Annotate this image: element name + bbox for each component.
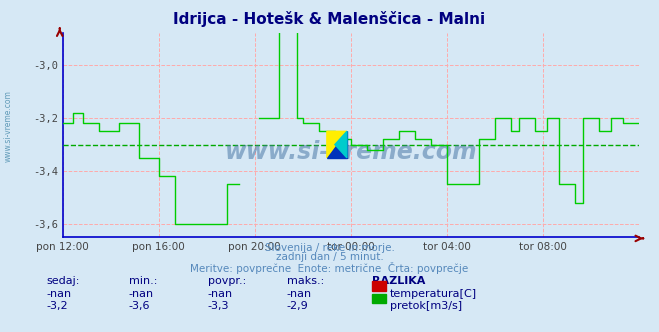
Text: min.:: min.: (129, 276, 157, 286)
Text: Meritve: povprečne  Enote: metrične  Črta: povprečje: Meritve: povprečne Enote: metrične Črta:… (190, 262, 469, 274)
Text: povpr.:: povpr.: (208, 276, 246, 286)
Text: www.si-vreme.com: www.si-vreme.com (225, 140, 477, 164)
Text: zadnji dan / 5 minut.: zadnji dan / 5 minut. (275, 252, 384, 262)
Text: temperatura[C]: temperatura[C] (390, 289, 477, 299)
Text: -nan: -nan (46, 289, 71, 299)
Text: -3,6: -3,6 (129, 301, 150, 311)
Polygon shape (327, 131, 347, 158)
Polygon shape (335, 131, 347, 158)
Text: maks.:: maks.: (287, 276, 324, 286)
Text: -nan: -nan (208, 289, 233, 299)
Text: www.si-vreme.com: www.si-vreme.com (4, 90, 13, 162)
Text: Idrijca - Hotešk & Malenščica - Malni: Idrijca - Hotešk & Malenščica - Malni (173, 11, 486, 27)
Text: -3,2: -3,2 (46, 301, 68, 311)
Text: -2,9: -2,9 (287, 301, 308, 311)
Text: -3,3: -3,3 (208, 301, 229, 311)
Text: Slovenija / reke in morje.: Slovenija / reke in morje. (264, 243, 395, 253)
Text: -nan: -nan (129, 289, 154, 299)
Text: RAZLIKA: RAZLIKA (372, 276, 426, 286)
Text: -nan: -nan (287, 289, 312, 299)
Text: sedaj:: sedaj: (46, 276, 80, 286)
Text: pretok[m3/s]: pretok[m3/s] (390, 301, 462, 311)
Polygon shape (327, 131, 347, 158)
